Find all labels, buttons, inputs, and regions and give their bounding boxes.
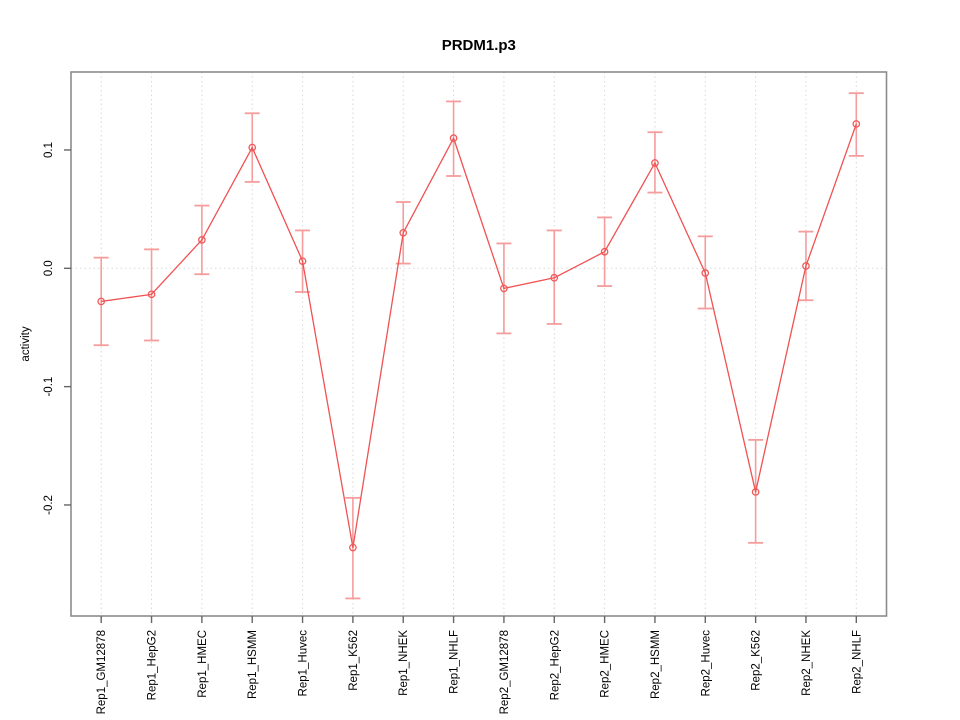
- x-tick-label: Rep1_HSMM: [247, 630, 259, 699]
- x-tick-label: Rep1_NHEK: [398, 630, 410, 696]
- plot-frame: [70, 71, 888, 617]
- data-point: [600, 247, 609, 256]
- x-tick-label: Rep2_K562: [751, 630, 763, 691]
- x-tick-label: Rep2_NHLF: [851, 630, 863, 694]
- x-tick-label: Rep1_HMEC: [197, 630, 209, 698]
- x-tick-label: Rep2_Huvec: [700, 630, 712, 697]
- y-tick-label: -0.1: [43, 377, 55, 397]
- x-tick-label: Rep2_HepG2: [549, 630, 561, 700]
- x-tick-label: Rep1_NHLF: [449, 630, 461, 694]
- data-point: [147, 290, 156, 299]
- chart-title: PRDM1.p3: [442, 37, 516, 54]
- data-point: [802, 262, 810, 270]
- gridlines: [71, 72, 887, 616]
- x-tick-label: Rep1_HepG2: [147, 630, 159, 700]
- y-axis-tick-labels: 0.1 0.0 -0.1 -0.2: [43, 142, 55, 515]
- x-tick-label: Rep2_HSMM: [650, 630, 662, 699]
- x-tick-label: Rep1_K562: [348, 630, 360, 691]
- data-series: [93, 92, 864, 600]
- series-line: [101, 123, 857, 549]
- data-point: [349, 543, 357, 552]
- axis-ticks: [64, 149, 857, 623]
- data-point: [399, 228, 408, 237]
- data-point: [550, 273, 559, 282]
- y-tick-label: -0.2: [43, 495, 55, 515]
- x-axis-tick-labels: Rep1_GM12878 Rep1_HepG2 Rep1_HMEC Rep1_HSMM…: [96, 630, 863, 715]
- x-tick-label: Rep1_Huvec: [298, 630, 310, 697]
- x-tick-label: Rep2_NHEK: [801, 630, 813, 696]
- y-tick-label: 0.1: [43, 142, 55, 158]
- y-axis-title: activity: [20, 326, 32, 361]
- data-point: [751, 488, 760, 496]
- data-point: [97, 297, 106, 306]
- data-point: [449, 134, 458, 142]
- x-tick-label: Rep2_GM12878: [499, 630, 511, 714]
- data-point: [701, 269, 710, 277]
- data-point: [248, 143, 257, 152]
- data-point: [298, 257, 307, 266]
- x-tick-label: Rep2_HMEC: [600, 630, 612, 698]
- data-point: [500, 284, 508, 293]
- y-tick-label: 0.0: [43, 260, 55, 276]
- data-point: [651, 159, 659, 167]
- x-tick-label: Rep1_GM12878: [96, 630, 108, 714]
- data-point: [852, 120, 861, 128]
- data-point: [198, 236, 206, 244]
